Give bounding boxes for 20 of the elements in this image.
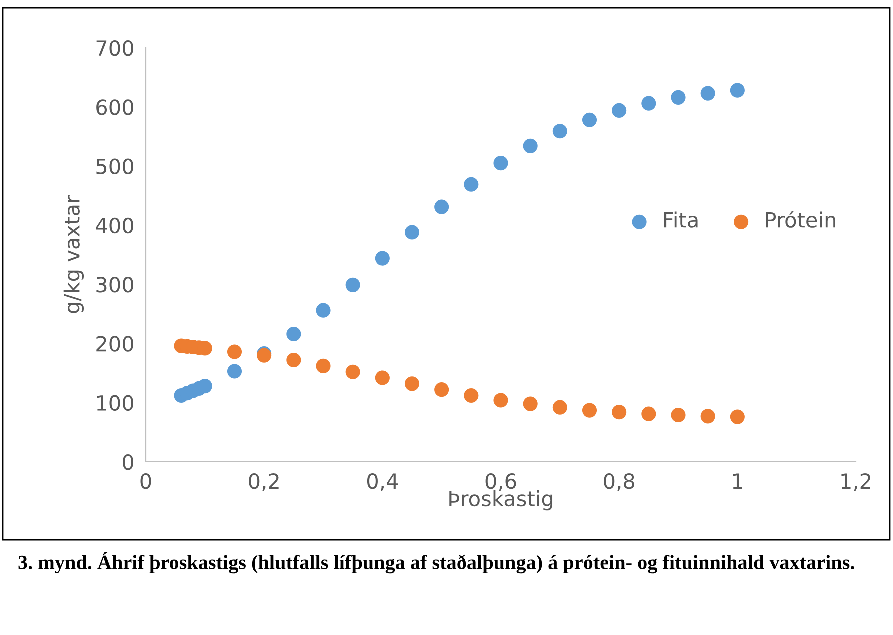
y-tick-label: 400 [96,218,134,234]
text: 3. mynd. Áhrif þroskastigs (hlutfalls lífþunga af staðalþunga) á prótein- og fituinnihald vaxtarins. [18,552,854,574]
y-axis-title: g/kg vaxtar [64,195,84,314]
x-tick-label: 0,4 [367,473,398,492]
y-tick-label: 700 [96,40,134,56]
x-tick-label: 1,2 [842,473,870,492]
x-tick-label: 0,2 [249,473,279,492]
legend-label: Prótein [766,210,836,228]
x-tick-label: 0,6 [486,473,516,492]
x-tick-label: 1 [733,474,742,489]
x-axis-title: Þroskastig [450,490,553,511]
y-tick-label: 500 [96,158,134,174]
y-tick-label: 100 [97,395,134,412]
y-tick-label: 0 [123,454,134,470]
y-tick-label: 600 [96,100,134,116]
y-tick-label: 200 [96,336,134,352]
x-tick-label: 0,8 [604,473,634,492]
x-tick-label: 0 [140,473,152,490]
legend-label: Fita [664,212,698,228]
y-tick-label: 300 [96,277,134,293]
